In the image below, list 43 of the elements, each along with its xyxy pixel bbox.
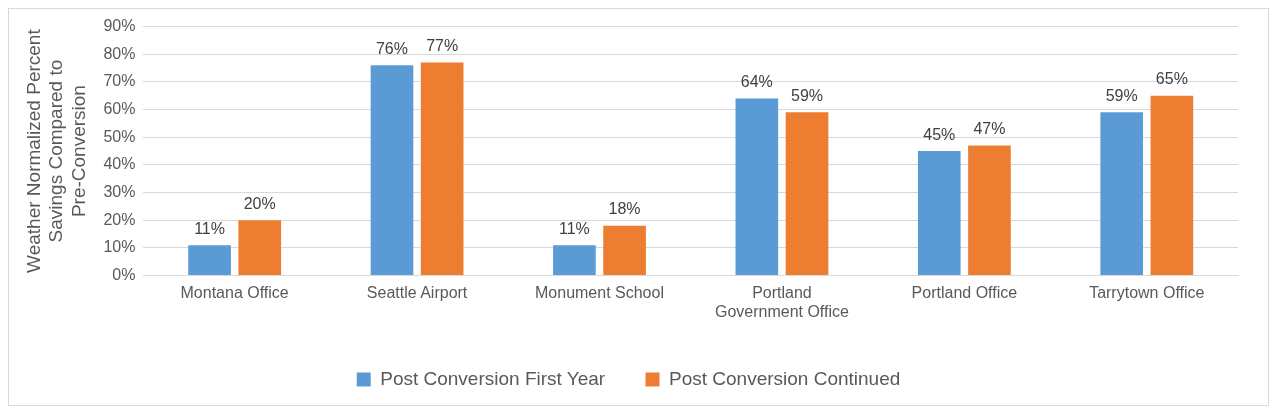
y-tick-label: 10% xyxy=(103,238,136,256)
y-tick-label: 60% xyxy=(103,100,136,118)
y-tick-label: 20% xyxy=(103,210,136,228)
bar xyxy=(968,145,1011,276)
bar xyxy=(188,245,231,276)
x-tick-label: Portland Government Office xyxy=(714,283,850,320)
y-axis-title: Weather Normalized Percent Savings Compared to Pre-Conversion xyxy=(22,28,90,273)
data-label: 76% xyxy=(375,39,408,57)
y-tick-label: 70% xyxy=(103,72,136,90)
x-tick-label: Seattle Airport xyxy=(366,283,468,301)
x-tick-label: Tarrytown Office xyxy=(1089,283,1205,301)
data-label: 64% xyxy=(740,72,773,90)
bar xyxy=(785,112,829,276)
data-label: 77% xyxy=(426,36,459,54)
data-label: 47% xyxy=(973,119,1006,137)
bar xyxy=(1150,95,1194,276)
legend-label: Post Conversion Continued xyxy=(668,367,901,389)
y-tick-label: 30% xyxy=(103,183,136,201)
legend-label: Post Conversion First Year xyxy=(380,367,606,389)
bar xyxy=(603,225,646,276)
y-tick-label: 90% xyxy=(103,17,136,35)
data-label: 11% xyxy=(194,219,225,237)
data-label: 20% xyxy=(243,194,276,212)
bar xyxy=(1100,112,1144,276)
x-tick-label: Monument School xyxy=(535,283,664,301)
data-label: 65% xyxy=(1155,70,1188,88)
bar xyxy=(553,245,596,276)
data-label: 11% xyxy=(558,219,590,237)
y-tick-label: 50% xyxy=(103,127,136,145)
bar xyxy=(420,62,464,276)
y-tick-label: 80% xyxy=(103,44,136,62)
bar xyxy=(735,98,779,276)
bar xyxy=(370,65,414,276)
data-label: 59% xyxy=(1105,86,1138,104)
x-tick-label: Portland Office xyxy=(911,283,1018,301)
bar xyxy=(238,220,282,276)
data-label: 45% xyxy=(923,125,956,143)
y-tick-label: 0% xyxy=(112,266,136,284)
data-label: 18% xyxy=(608,200,641,218)
bar xyxy=(917,151,961,276)
data-label: 59% xyxy=(790,86,824,104)
y-tick-label: 40% xyxy=(103,155,136,173)
x-tick-label: Montana Office xyxy=(180,283,289,301)
